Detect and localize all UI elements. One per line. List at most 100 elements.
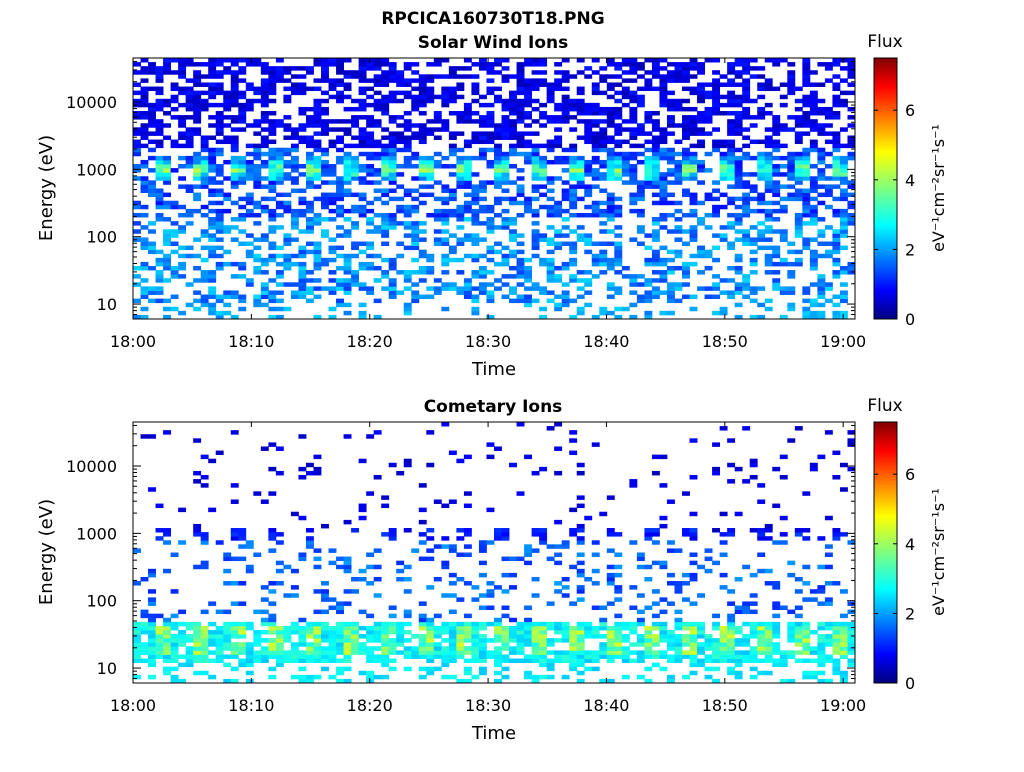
spectrogram-cell [494,249,502,255]
spectrogram-cell [223,90,232,96]
spectrogram-cell [148,62,156,67]
spectrogram-cell [839,155,848,161]
spectrogram-cell [140,306,149,312]
spectrogram-cell [817,278,826,283]
spectrogram-cell [343,155,352,161]
spectrogram-cell [794,155,803,161]
spectrogram-cell [305,642,314,647]
spectrogram-cell [321,597,329,602]
spectrogram-cell [531,86,540,92]
spectrogram-cell [290,180,299,185]
spectrogram-cell [666,646,675,651]
spectrogram-cell [388,119,397,124]
spectrogram-cell [163,237,171,242]
spectrogram-cell [712,204,721,210]
spectrogram-cell [215,261,224,267]
spectrogram-cell [772,278,781,283]
spectrogram-cell [433,159,442,165]
spectrogram-cell [501,131,510,136]
spectrogram-cell [802,298,811,304]
spectrogram-cell [215,147,224,153]
spectrogram-cell [336,302,344,308]
spectrogram-cell [666,298,675,304]
spectrogram-cell [779,82,788,87]
spectrogram-cell [140,180,149,185]
spectrogram-cell [757,625,766,631]
spectrogram-cell [659,184,668,189]
spectrogram-cell [787,172,796,177]
spectrogram-cell [343,86,352,92]
spectrogram-cell [494,658,502,664]
spectrogram-cell [441,123,450,128]
spectrogram-cell [832,536,841,541]
spectrogram-cell [321,200,329,206]
spectrogram-cell [193,290,202,295]
spectrogram-cell [742,426,751,431]
spectrogram-cell [629,70,638,75]
spectrogram-cell [193,98,202,104]
spectrogram-cell [539,261,548,267]
spectrogram-cell [178,229,187,234]
spectrogram-cell [260,638,269,643]
spectrogram-cell [524,621,532,627]
spectrogram-cell [223,135,232,140]
spectrogram-cell [546,265,555,271]
spectrogram-cell [794,168,803,173]
spectrogram-cell [734,127,743,132]
spectrogram-cell [215,86,224,92]
spectrogram-cell [674,74,683,79]
spectrogram-cell [606,642,615,647]
spectrogram-cell [606,62,615,67]
spectrogram-cell [764,143,773,149]
spectrogram-cell [531,151,540,157]
spectrogram-cell [847,62,856,67]
spectrogram-cell [772,192,781,198]
spectrogram-cell [666,151,675,157]
spectrogram-cell [817,282,826,287]
spectrogram-cell [478,221,487,226]
spectrogram-cell [343,261,352,267]
spectrogram-cell [230,601,239,606]
spectrogram-cell [584,650,593,655]
spectrogram-cell [501,196,510,202]
spectrogram-cell [636,127,645,132]
spectrogram-cell [847,265,856,271]
spectrogram-cell [441,237,450,242]
spectrogram-cell [245,151,254,157]
spectrogram-cell [516,192,525,198]
spectrogram-cell [418,98,427,104]
spectrogram-cell [366,221,375,226]
spectrogram-cell [298,634,307,639]
spectrogram-cell [403,458,412,464]
spectrogram-cell [381,658,390,664]
spectrogram-cell [501,135,510,140]
spectrogram-cell [381,106,390,112]
spectrogram-cell [494,180,502,185]
spectrogram-cell [170,270,179,275]
spectrogram-cell [373,253,382,259]
spectrogram-cell [433,544,442,549]
spectrogram-cell [787,176,796,181]
spectrogram-cell [832,245,841,251]
spectrogram-cell [418,176,427,181]
spectrogram-cell [238,601,247,606]
spectrogram-cell [260,654,269,659]
spectrogram-cell [373,278,382,283]
spectrogram-cell [351,172,360,177]
spectrogram-cell [712,233,721,238]
spectrogram-cell [343,265,352,271]
spectrogram-cell [629,585,638,590]
spectrogram-cell [441,306,450,312]
spectrogram-cell [809,253,818,259]
spectrogram-cell [381,102,390,108]
spectrogram-cell [133,548,141,553]
spectrogram-cell [426,621,435,627]
spectrogram-cell [426,666,435,672]
spectrogram-cell [606,172,615,177]
spectrogram-cell [305,200,314,206]
spectrogram-cell [659,625,668,631]
spectrogram-cell [839,192,848,198]
spectrogram-cell [140,245,149,251]
spectrogram-cell [651,74,660,79]
spectrogram-cell [155,127,164,132]
